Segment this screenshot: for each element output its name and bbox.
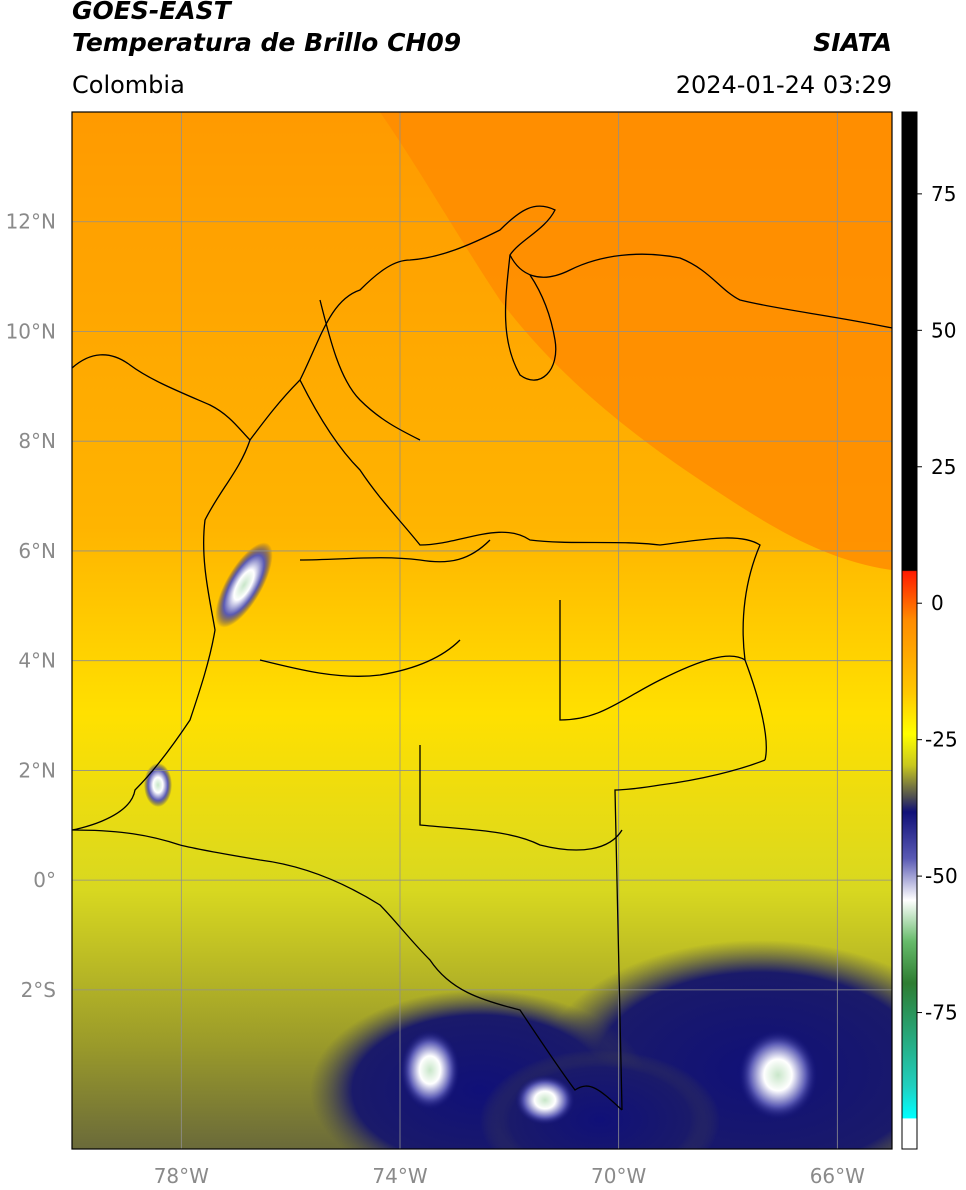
lon-tick-label: 74°W bbox=[372, 1164, 427, 1188]
internal-border-4 bbox=[259, 639, 461, 677]
timestamp-label: 2024-01-24 03:29 bbox=[675, 71, 892, 99]
lat-tick-label: 2°S bbox=[21, 978, 56, 1002]
coastline-caribbean bbox=[72, 205, 892, 441]
product-title: Temperatura de Brillo CH09 bbox=[72, 28, 462, 57]
lat-tick-label: 12°N bbox=[6, 210, 56, 234]
colorbar-tick-label: -50 bbox=[925, 864, 958, 888]
internal-border-2 bbox=[559, 600, 746, 721]
lat-tick-label: 0° bbox=[33, 868, 56, 892]
internal-border-1 bbox=[419, 745, 623, 851]
storm-core-1 bbox=[400, 1030, 460, 1110]
storm-core-4 bbox=[215, 542, 273, 628]
border-venezuela bbox=[299, 379, 767, 761]
satellite-title: GOES-EAST bbox=[72, 0, 231, 25]
brand-label: SIATA bbox=[813, 28, 892, 57]
lake-maracaibo bbox=[504, 254, 557, 381]
lat-tick-labels: 12°N 10°N 8°N 6°N 4°N 2°N 0° 2°S bbox=[6, 210, 56, 1002]
lat-tick-label: 10°N bbox=[6, 319, 56, 343]
internal-border-5 bbox=[319, 299, 421, 441]
lon-tick-labels: 78°W 74°W 70°W 66°W bbox=[154, 1164, 865, 1188]
colorbar bbox=[901, 111, 918, 1150]
warm-region bbox=[380, 112, 892, 570]
colorbar-tick-label: 25 bbox=[931, 455, 956, 479]
storm-core-2 bbox=[515, 1075, 575, 1125]
colorbar-tick-label: 0 bbox=[931, 591, 944, 615]
borders bbox=[72, 205, 892, 1111]
lon-tick-label: 70°W bbox=[591, 1164, 646, 1188]
border-brazil bbox=[614, 759, 766, 1111]
colorbar-tick-label: -75 bbox=[925, 1001, 958, 1025]
region-label: Colombia bbox=[72, 71, 185, 99]
lat-tick-label: 8°N bbox=[18, 429, 56, 453]
border-ecuador-west bbox=[72, 829, 181, 846]
brightness-field bbox=[72, 112, 892, 1149]
coastline-pacific bbox=[72, 439, 251, 831]
lat-tick-label: 4°N bbox=[18, 649, 56, 673]
lat-tick-label: 6°N bbox=[18, 539, 56, 563]
lat-tick-label: 2°N bbox=[18, 758, 56, 782]
colorbar-tick-label: 50 bbox=[931, 318, 956, 342]
colorbar-ticks: 75 50 25 0 -25 -50 -75 bbox=[917, 182, 958, 1025]
map-frame bbox=[71, 111, 893, 1150]
storm-core-5 bbox=[144, 763, 172, 807]
lon-tick-label: 78°W bbox=[154, 1164, 209, 1188]
storm-core-3 bbox=[738, 1030, 818, 1120]
lon-tick-label: 66°W bbox=[810, 1164, 865, 1188]
border-peru-ecuador bbox=[179, 844, 623, 1111]
colorbar-tick-label: 75 bbox=[931, 182, 956, 206]
internal-border-3 bbox=[299, 539, 491, 563]
colorbar-tick-label: -25 bbox=[925, 728, 958, 752]
